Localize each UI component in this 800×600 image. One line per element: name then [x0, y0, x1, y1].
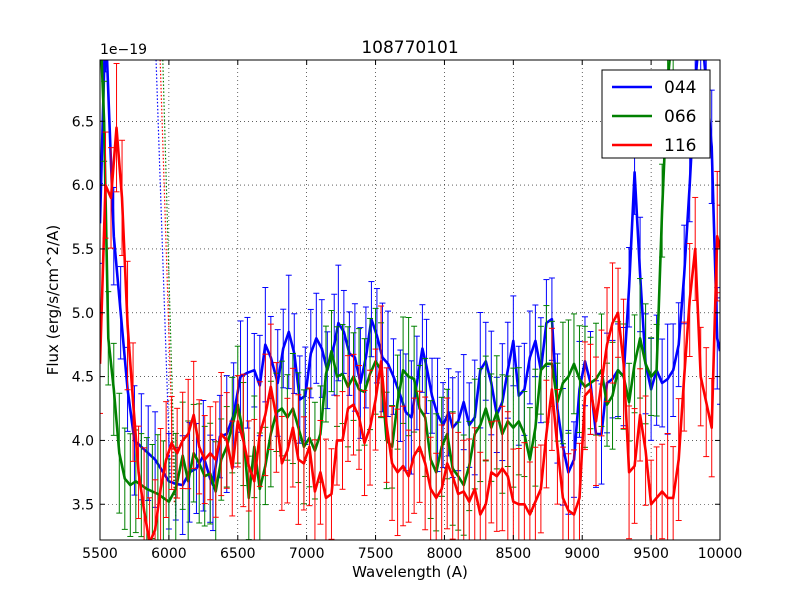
- y-tick-label: 5.0: [72, 306, 94, 322]
- series-116: [100, 62, 720, 540]
- x-tick-label: 9000: [564, 546, 600, 562]
- x-tick-label: 8000: [427, 546, 463, 562]
- y-tick-label: 6.5: [72, 114, 94, 130]
- axes-frame: [99, 59, 721, 541]
- x-tick-label: 9500: [633, 546, 669, 562]
- x-tick-label: 8500: [496, 546, 532, 562]
- x-tick-label: 6500: [220, 546, 256, 562]
- y-tick-label: 4.0: [72, 433, 94, 449]
- series-line-116: [100, 126, 720, 540]
- y-offset-label: 1e−19: [100, 42, 147, 58]
- extrapolation-dotted-lines: [155, 60, 177, 518]
- axis-ticks: 5500 6000 6500 7000 7500 8000 8500 9000 9500 1000…: [72, 60, 743, 562]
- legend-label-116: 116: [664, 136, 696, 156]
- dotted-extrapolation-line: [155, 60, 171, 479]
- x-tick-label: 5500: [82, 546, 118, 562]
- x-tick-label: 6000: [151, 546, 187, 562]
- y-tick-label: 4.5: [72, 370, 94, 386]
- y-tick-label: 5.5: [72, 242, 94, 258]
- dotted-extrapolation-line: [162, 60, 177, 518]
- chart-title: 108770101: [361, 38, 458, 58]
- x-tick-label: 7500: [358, 546, 394, 562]
- y-tick-label: 6.0: [72, 178, 94, 194]
- x-tick-label: 7000: [289, 546, 325, 562]
- legend-label-044: 044: [664, 78, 696, 98]
- legend-label-066: 066: [664, 107, 696, 127]
- plot-area: [100, 60, 720, 540]
- legend: 044 066 116: [601, 69, 711, 159]
- y-axis-label: Flux (erg/s/cm^2/A): [44, 225, 62, 376]
- y-tick-label: 3.5: [72, 497, 94, 513]
- x-axis-label: Wavelength (A): [352, 563, 468, 581]
- x-tick-label: 10000: [698, 546, 743, 562]
- legend-box: [601, 69, 711, 159]
